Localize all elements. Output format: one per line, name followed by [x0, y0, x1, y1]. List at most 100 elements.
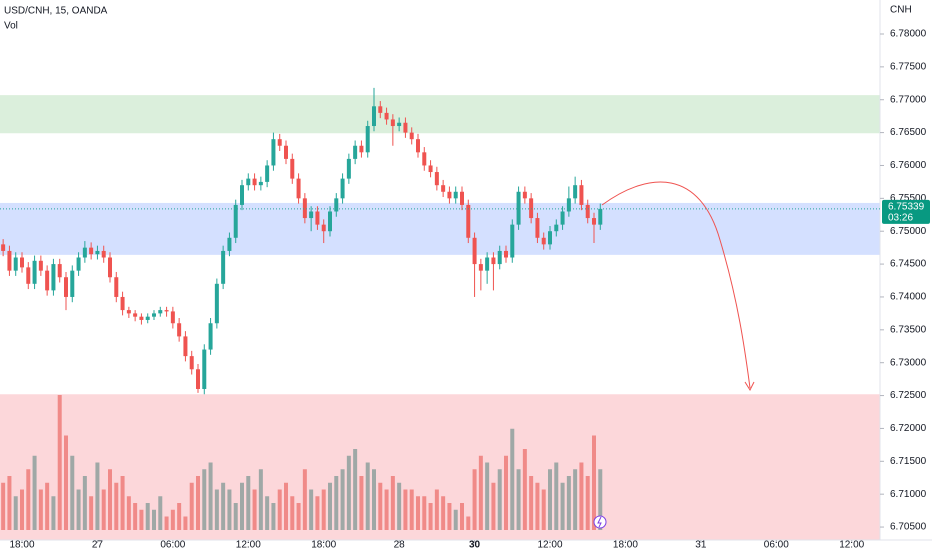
volume-bar	[359, 476, 364, 530]
volume-bar	[152, 509, 156, 530]
y-tick-label: 6.72000	[890, 423, 927, 434]
volume-bar	[566, 476, 571, 530]
volume-bar	[189, 482, 194, 530]
currency: CNH	[890, 5, 912, 16]
candle-body	[346, 158, 351, 179]
x-tick-label: 12:00	[537, 540, 562, 550]
candle-body	[82, 247, 87, 258]
candle-body	[428, 165, 433, 173]
x-tick-label: 30	[469, 540, 481, 550]
candle-body	[504, 250, 508, 258]
volume-bar	[51, 496, 56, 530]
candle-body	[365, 126, 370, 153]
volume-bar	[441, 496, 446, 530]
x-tick-label: 31	[695, 540, 707, 550]
candle-body	[422, 152, 427, 166]
candle-body	[529, 198, 534, 219]
volume-bar	[548, 469, 552, 530]
event-icon[interactable]	[593, 515, 607, 529]
volume-bar	[422, 496, 427, 530]
volume-bar	[164, 516, 169, 530]
volume-bar	[541, 489, 546, 530]
candle-body	[497, 250, 502, 265]
candle-body	[390, 119, 395, 127]
volume-bar	[535, 482, 540, 530]
volume-bar	[302, 469, 307, 530]
volume-bar	[585, 476, 590, 530]
candle-body	[384, 112, 389, 120]
volume	[1, 395, 603, 530]
countdown: 03:26	[888, 213, 913, 224]
volume-bar	[290, 496, 295, 530]
candle-body	[340, 178, 345, 199]
volume-bar	[372, 469, 376, 530]
volume-bar	[133, 503, 138, 530]
volume-bar	[428, 503, 433, 530]
volume-bar	[579, 462, 584, 530]
candle-body	[378, 106, 383, 113]
volume-bar	[334, 476, 339, 530]
zone	[0, 202, 880, 255]
volume-bar	[170, 509, 175, 530]
candle-body	[164, 310, 169, 312]
y-tick-label: 6.77000	[890, 94, 927, 105]
candle-body	[170, 311, 175, 324]
candle-body	[359, 145, 364, 153]
candle-body	[541, 237, 546, 245]
candle-body	[233, 204, 238, 238]
volume-bar	[516, 469, 521, 530]
candle-body	[302, 198, 307, 219]
volume-bar	[89, 496, 94, 530]
candle-body	[560, 211, 565, 225]
x-tick-label: 18:00	[613, 540, 638, 550]
candle-body	[585, 204, 590, 219]
volume-bar	[504, 455, 508, 530]
volume-bar	[233, 503, 238, 530]
volume-bar	[328, 482, 332, 530]
last-price-tag	[882, 199, 930, 224]
volume-bar	[416, 496, 420, 530]
zones	[0, 95, 880, 541]
volume-bar	[384, 489, 389, 530]
volume-bar	[246, 476, 251, 530]
volume-bar	[434, 489, 439, 530]
volume-bar	[554, 462, 559, 530]
volume-bar	[491, 482, 496, 530]
candle-body	[403, 122, 408, 133]
volume-bar	[284, 482, 288, 530]
y-tick-label: 6.77500	[890, 61, 927, 72]
candle-body	[214, 283, 219, 324]
volume-bar	[460, 503, 464, 530]
candle-body	[120, 296, 125, 311]
candle-body	[32, 260, 37, 284]
candle-body	[208, 323, 213, 350]
volume-bar	[466, 516, 471, 530]
candle-body	[95, 250, 100, 255]
volume-bar	[478, 455, 483, 530]
candle-body	[246, 178, 251, 186]
x-tick-label: 06:00	[764, 540, 789, 550]
volume-bar	[1, 482, 6, 530]
candle-body	[441, 185, 446, 192]
candle-body	[51, 264, 56, 291]
volume-bar	[529, 476, 534, 530]
volume-bar	[177, 503, 182, 530]
x-tick-label: 12:00	[236, 540, 261, 550]
candle-body	[284, 145, 288, 159]
volume-bar	[70, 455, 75, 530]
volume-bar	[485, 462, 490, 530]
candle-body	[579, 185, 584, 205]
x-tick-label: 18:00	[311, 540, 336, 550]
candle-body	[321, 224, 326, 232]
x-tick-label: 28	[394, 540, 406, 550]
arrow-head	[744, 381, 755, 392]
volume-bar	[309, 489, 314, 530]
candle-body	[315, 211, 320, 225]
candle-body	[478, 264, 483, 271]
volume-bar	[214, 489, 219, 530]
candle-body	[397, 122, 402, 127]
volume-bar	[472, 469, 477, 530]
volume-bar	[221, 482, 226, 530]
zone	[0, 95, 880, 134]
